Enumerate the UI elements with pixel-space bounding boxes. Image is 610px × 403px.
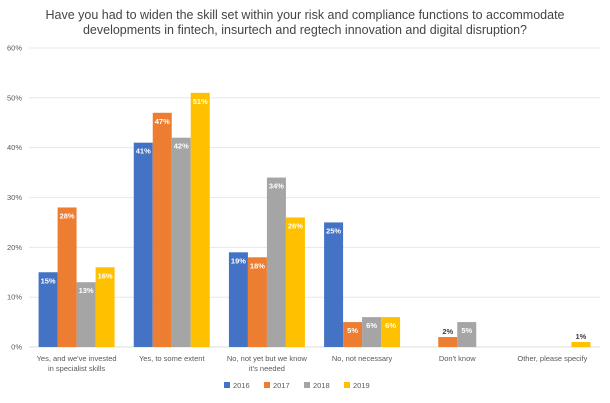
bar (457, 322, 477, 347)
data-label: 47% (155, 117, 170, 126)
bar (324, 222, 344, 347)
bar (38, 272, 58, 347)
legend-label: 2018 (313, 381, 330, 390)
x-category-label: in specialist skills (48, 364, 105, 373)
data-label: 6% (366, 321, 377, 330)
data-label: 5% (347, 326, 358, 335)
y-tick-label: 60% (7, 44, 22, 53)
chart-title: Have you had to widen the skill set with… (0, 8, 610, 38)
data-label: 26% (288, 221, 303, 230)
bar (95, 267, 115, 347)
data-label: 28% (60, 211, 75, 220)
bar (381, 317, 401, 347)
y-tick-label: 10% (7, 293, 22, 302)
x-category-label: Yes, and we've invested (37, 354, 117, 363)
chart-title-line-1: Have you had to widen the skill set with… (45, 8, 565, 22)
bar (343, 322, 363, 347)
data-label: 42% (174, 142, 189, 151)
legend-swatch (224, 382, 230, 388)
legend-swatch (304, 382, 310, 388)
bar (247, 257, 267, 347)
legend-swatch (264, 382, 270, 388)
bar (171, 137, 191, 347)
bar (152, 112, 172, 348)
data-label: 18% (250, 261, 265, 270)
x-category-label: Yes, to some extent (139, 354, 206, 363)
data-label: 5% (461, 326, 472, 335)
data-label: 1% (575, 332, 586, 341)
legend-label: 2019 (353, 381, 370, 390)
legend-swatch (344, 382, 350, 388)
y-tick-label: 0% (11, 343, 22, 352)
data-label: 2% (442, 327, 453, 336)
x-category-label: No, not necessary (332, 354, 393, 363)
chart-title-line-2: developments in fintech, insurtech and r… (82, 23, 528, 37)
bar (571, 342, 591, 347)
data-label: 6% (385, 321, 396, 330)
x-category-label: Other, please specify (517, 354, 587, 363)
data-label: 13% (79, 286, 94, 295)
x-category-label: No, not yet but we know (227, 354, 308, 363)
bar (228, 252, 248, 347)
data-label: 16% (98, 271, 113, 280)
x-category-label: Don't know (439, 354, 476, 363)
legend-label: 2017 (273, 381, 290, 390)
y-tick-label: 30% (7, 193, 22, 202)
bar (362, 317, 382, 347)
data-label: 51% (193, 97, 208, 106)
bar (285, 217, 305, 347)
bar (266, 177, 286, 347)
bar (438, 337, 458, 347)
data-label: 34% (269, 182, 284, 191)
bar (133, 142, 153, 347)
bar (76, 282, 96, 347)
bar (57, 207, 77, 347)
data-label: 15% (41, 276, 56, 285)
data-label: 41% (136, 147, 151, 156)
y-tick-label: 40% (7, 143, 22, 152)
data-label: 25% (326, 226, 341, 235)
legend-label: 2016 (233, 381, 250, 390)
bar (190, 92, 210, 347)
x-category-label: it's needed (249, 364, 285, 373)
data-label: 19% (231, 256, 246, 265)
y-tick-label: 20% (7, 243, 22, 252)
y-tick-label: 50% (7, 93, 22, 102)
